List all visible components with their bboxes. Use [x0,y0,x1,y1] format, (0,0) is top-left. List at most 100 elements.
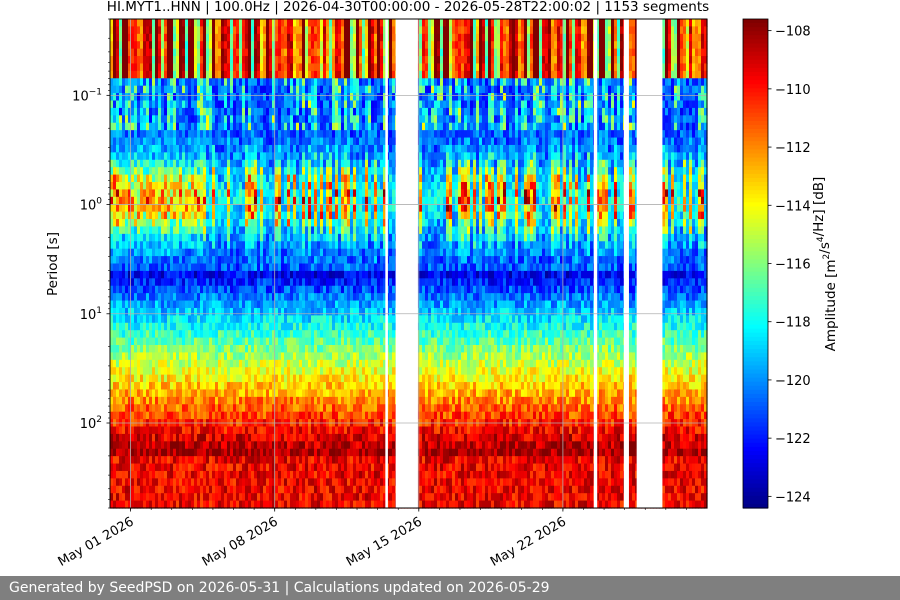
heatmap-cell [152,189,156,198]
heatmap-cell [161,115,165,124]
heatmap-cell [155,322,159,331]
heatmap-cell [152,337,156,346]
heatmap-cell [152,307,156,316]
heatmap-cell [113,241,117,250]
heatmap-cell [143,122,147,131]
heatmap-cell [119,300,123,309]
heatmap-cell [122,441,126,450]
heatmap-cell [113,396,117,405]
heatmap-cell [134,441,138,450]
heatmap-cell [152,26,156,35]
heatmap-cell [131,100,135,109]
heatmap-cell [137,278,141,287]
heatmap-cell [155,33,159,42]
heatmap-cell [137,367,141,376]
heatmap-cell [119,278,123,287]
heatmap-cell [161,152,165,161]
heatmap-cell [110,345,114,354]
heatmap-cell [155,63,159,72]
heatmap-cell [158,478,162,487]
heatmap-cell [131,137,135,146]
heatmap-cell [137,48,141,57]
heatmap-cell [137,330,141,339]
heatmap-cell [149,278,153,287]
heatmap-cell [116,159,120,168]
heatmap-cell [110,315,114,324]
heatmap-cell [137,500,141,509]
heatmap-cell [158,441,162,450]
heatmap-cell [116,41,120,50]
heatmap-cell [119,337,123,346]
heatmap-cell [149,107,153,116]
heatmap-cell [116,278,120,287]
heatmap-cell [149,167,153,176]
heatmap-cell [158,241,162,250]
heatmap-cell [125,337,129,346]
heatmap-cell [125,19,129,28]
heatmap-cell [116,411,120,420]
heatmap-cell [131,485,135,494]
heatmap-cell [146,226,150,235]
heatmap-cell [152,426,156,435]
heatmap-cell [110,159,114,168]
heatmap-cell [122,493,126,502]
heatmap-cell [131,278,135,287]
heatmap-cell [110,219,114,228]
heatmap-cell [110,33,114,42]
heatmap-cell [137,233,141,242]
heatmap-cell [161,315,165,324]
heatmap-cell [146,463,150,472]
heatmap-cell [113,307,117,316]
heatmap-cell [110,389,114,398]
heatmap-cell [113,426,117,435]
heatmap-cell [119,137,123,146]
heatmap-cell [125,322,129,331]
heatmap-cell [137,485,141,494]
heatmap-cell [125,226,129,235]
heatmap-cell [143,278,147,287]
heatmap-cell [140,485,144,494]
heatmap-cell [134,159,138,168]
heatmap-cell [116,382,120,391]
heatmap-cell [140,463,144,472]
heatmap-cell [125,307,129,316]
heatmap-cell [137,404,141,413]
heatmap-cell [128,174,132,183]
heatmap-cell [158,174,162,183]
heatmap-cell [113,478,117,487]
heatmap-cell [113,144,117,153]
heatmap-cell [137,448,141,457]
heatmap-cell [161,411,165,420]
heatmap-cell [125,330,129,339]
heatmap-cell [119,411,123,420]
heatmap-cell [158,345,162,354]
heatmap-cell [149,115,153,124]
heatmap-cell [134,19,138,28]
heatmap-cell [125,26,129,35]
heatmap-cell [137,93,141,102]
heatmap-cell [119,56,123,65]
heatmap-cell [155,122,159,131]
heatmap-cell [152,159,156,168]
heatmap-cell [158,433,162,442]
heatmap-cell [158,233,162,242]
heatmap-cell [158,41,162,50]
heatmap-cell [110,48,114,57]
heatmap-cell [122,352,126,361]
heatmap-cell [131,241,135,250]
heatmap-cell [125,278,129,287]
heatmap-cell [128,493,132,502]
heatmap-cell [128,41,132,50]
heatmap-cell [140,426,144,435]
heatmap-cell [152,78,156,87]
heatmap-cell [119,63,123,72]
heatmap-cell [110,226,114,235]
heatmap-cell [125,107,129,116]
heatmap-cell [149,130,153,139]
heatmap-cell [125,85,129,94]
heatmap-cell [119,448,123,457]
heatmap-cell [110,211,114,220]
heatmap-cell [149,404,153,413]
heatmap-cell [131,345,135,354]
heatmap-cell [110,196,114,205]
